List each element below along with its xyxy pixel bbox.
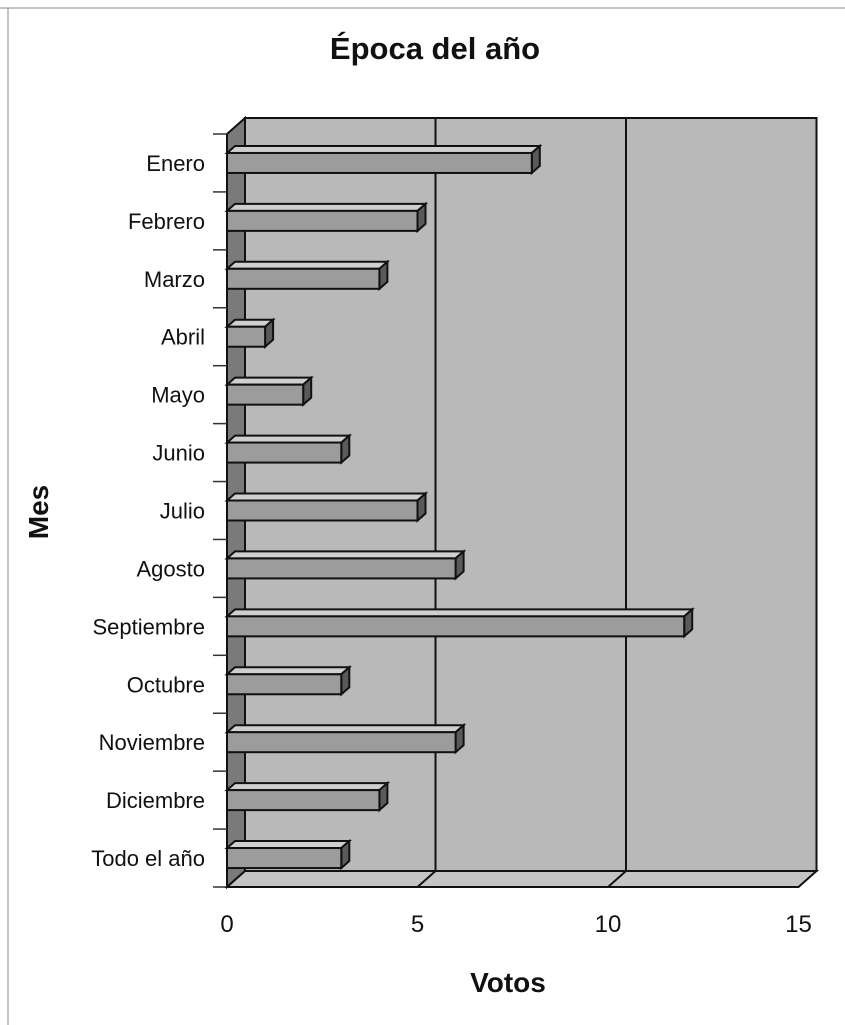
bar-top-face bbox=[224, 376, 314, 386]
bar bbox=[224, 722, 467, 755]
bar-top-face bbox=[224, 144, 543, 154]
gridline-floor bbox=[416, 870, 437, 888]
bar-top-face bbox=[224, 260, 391, 270]
y-axis-ticks bbox=[213, 133, 227, 888]
x-tick-label: 5 bbox=[411, 911, 424, 938]
y-category-label: Septiembre bbox=[92, 614, 205, 639]
bar-front-face bbox=[226, 267, 381, 290]
bar bbox=[224, 375, 314, 407]
y-axis-category-labels: Enero Febrero Marzo Abril Mayo Junio Julio Agos… bbox=[91, 151, 205, 871]
gridline-floor bbox=[607, 870, 627, 888]
x-tick-label: 10 bbox=[595, 911, 622, 938]
y-category-label: Marzo bbox=[144, 267, 205, 292]
bar-top-face bbox=[224, 202, 429, 212]
y-category-label: Junio bbox=[152, 441, 205, 466]
bar-top-face bbox=[224, 608, 695, 618]
bar-front-face bbox=[226, 151, 533, 174]
y-category-label: Febrero bbox=[128, 209, 205, 234]
bars bbox=[224, 143, 695, 871]
bar bbox=[224, 838, 352, 871]
bar-front-face bbox=[226, 615, 686, 638]
y-category-label: Diciembre bbox=[106, 788, 205, 813]
x-axis-tick-labels: 0 5 10 15 bbox=[220, 911, 812, 938]
bar bbox=[224, 143, 543, 176]
bar-top-face bbox=[224, 492, 429, 502]
x-axis-title: Votos bbox=[470, 967, 546, 998]
bar-top-face bbox=[224, 550, 467, 560]
bar-top-face bbox=[224, 782, 391, 792]
bar bbox=[224, 780, 391, 813]
bar bbox=[224, 317, 276, 349]
bar bbox=[224, 665, 352, 697]
bar-front-face bbox=[226, 673, 343, 696]
bar bbox=[224, 201, 429, 234]
y-category-label: Enero bbox=[146, 151, 205, 176]
chart-title: Época del año bbox=[330, 31, 540, 66]
bar-front-face bbox=[226, 847, 343, 870]
bar-front-face bbox=[226, 731, 457, 754]
bar bbox=[224, 491, 429, 523]
bar-front-face bbox=[226, 383, 305, 406]
bar bbox=[224, 259, 391, 292]
bar-top-face bbox=[224, 434, 352, 444]
bar bbox=[224, 433, 352, 465]
x-tick-label: 15 bbox=[785, 911, 812, 938]
y-category-label: Abril bbox=[161, 325, 205, 350]
y-category-label: Julio bbox=[160, 499, 205, 524]
bar-top-face bbox=[224, 724, 467, 734]
y-axis-title: Mes bbox=[23, 485, 54, 539]
bar-front-face bbox=[226, 499, 419, 522]
y-category-label: Agosto bbox=[137, 556, 206, 581]
y-category-label: Noviembre bbox=[99, 730, 205, 755]
bar bbox=[224, 549, 467, 581]
y-category-label: Octubre bbox=[127, 672, 205, 697]
bar-front-face bbox=[226, 325, 267, 348]
x-tick-label: 0 bbox=[220, 911, 233, 938]
bar-front-face bbox=[226, 441, 343, 464]
bar-front-face bbox=[226, 209, 419, 232]
bar-front-face bbox=[226, 789, 381, 812]
bar bbox=[224, 607, 695, 639]
bar-top-face bbox=[224, 840, 352, 850]
bar-top-face bbox=[224, 666, 352, 676]
plot-floor bbox=[224, 870, 820, 888]
y-category-label: Todo el año bbox=[91, 846, 205, 871]
bar-front-face bbox=[226, 557, 457, 580]
y-category-label: Mayo bbox=[151, 383, 205, 408]
